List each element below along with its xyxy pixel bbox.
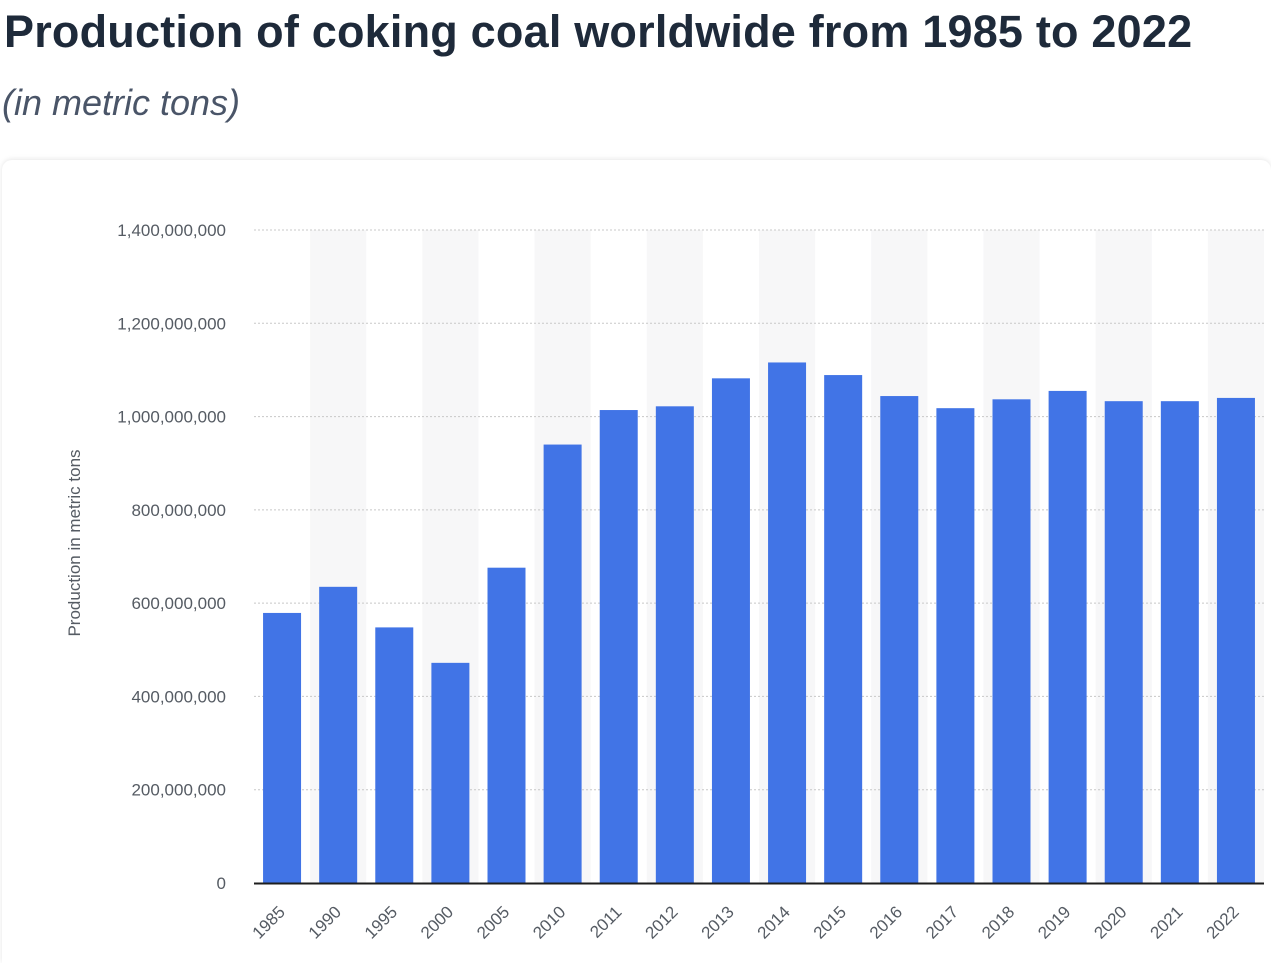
bar-2020[interactable] xyxy=(1104,401,1143,883)
x-tick-label: 2014 xyxy=(754,902,794,942)
x-tick-label: 2000 xyxy=(417,902,457,942)
y-axis-title: Production in metric tons xyxy=(65,449,84,636)
x-tick-label: 2018 xyxy=(978,902,1018,942)
x-tick-label: 2021 xyxy=(1146,902,1186,942)
x-tick-label: 2019 xyxy=(1034,902,1074,942)
x-tick-label: 2013 xyxy=(698,902,738,942)
y-tick-label: 1,200,000,000 xyxy=(117,314,226,333)
x-tick-label: 2017 xyxy=(922,902,962,942)
bar-1985[interactable] xyxy=(263,612,302,883)
y-tick-label: 600,000,000 xyxy=(131,594,226,613)
y-tick-label: 200,000,000 xyxy=(131,781,226,800)
bar-2014[interactable] xyxy=(768,362,807,883)
bar-2019[interactable] xyxy=(1048,390,1087,883)
x-tick-label: 2012 xyxy=(641,902,681,942)
y-tick-label: 800,000,000 xyxy=(131,501,226,520)
chart-title: Production of coking coal worldwide from… xyxy=(4,6,1193,57)
bar-2017[interactable] xyxy=(936,408,975,883)
x-tick-label: 2016 xyxy=(866,902,906,942)
bars xyxy=(263,362,1255,883)
bar-2018[interactable] xyxy=(992,399,1031,883)
x-tick-label: 2022 xyxy=(1203,902,1243,942)
x-tick-label: 2005 xyxy=(473,902,513,942)
bar-2010[interactable] xyxy=(543,444,582,883)
bar-2012[interactable] xyxy=(655,406,694,883)
bar-2021[interactable] xyxy=(1160,401,1199,883)
x-tick-label: 1985 xyxy=(249,902,289,942)
x-tick-label: 2015 xyxy=(810,902,850,942)
y-tick-label: 1,000,000,000 xyxy=(117,408,226,427)
y-tick-label: 0 xyxy=(217,874,226,893)
gridlines xyxy=(254,229,1264,791)
chart-subtitle: (in metric tons) xyxy=(2,82,241,123)
bar-1990[interactable] xyxy=(319,586,358,883)
bar-2005[interactable] xyxy=(487,567,526,883)
y-axis-ticks: 0 200,000,000 400,000,000 600,000,000 800,00… xyxy=(117,221,226,893)
x-tick-label: 2011 xyxy=(586,902,625,941)
x-tick-label: 1995 xyxy=(361,902,401,942)
x-tick-label: 2020 xyxy=(1090,902,1130,942)
bar-2000[interactable] xyxy=(431,662,470,883)
bar-chart: 0 200,000,000 400,000,000 600,000,000 800,00… xyxy=(65,221,1264,943)
bar-2016[interactable] xyxy=(880,396,919,883)
bar-2011[interactable] xyxy=(599,410,638,883)
chart-card: 0 200,000,000 400,000,000 600,000,000 800,00… xyxy=(2,160,1271,963)
x-tick-label: 1990 xyxy=(305,902,345,942)
y-tick-label: 1,400,000,000 xyxy=(117,221,226,240)
bar-2013[interactable] xyxy=(711,378,750,883)
bar-1995[interactable] xyxy=(375,627,414,883)
x-axis-ticks: 1985 1990 1995 2000 2005 2010 2011 2012 2013 2014… xyxy=(249,902,1243,942)
y-tick-label: 400,000,000 xyxy=(131,687,226,706)
bar-2015[interactable] xyxy=(824,375,863,883)
bar-2022[interactable] xyxy=(1216,397,1255,883)
x-tick-label: 2010 xyxy=(529,902,569,942)
